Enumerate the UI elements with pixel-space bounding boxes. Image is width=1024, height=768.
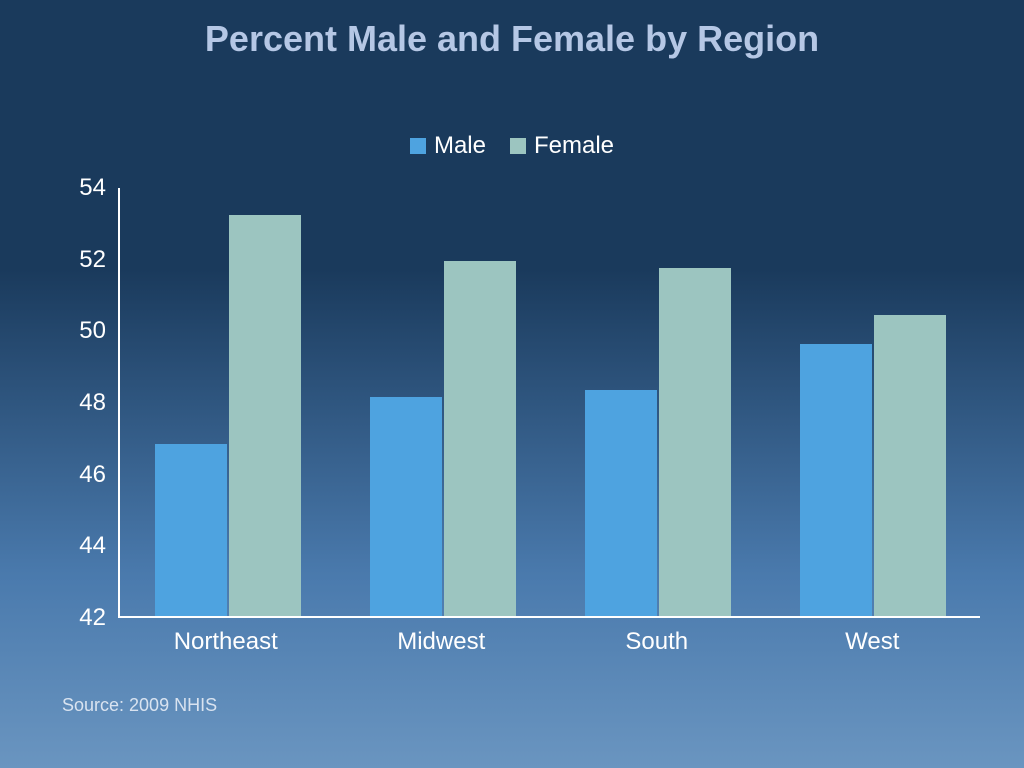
chart-area: 42444648505254 NortheastMidwestSouthWest bbox=[60, 188, 980, 658]
y-tick: 52 bbox=[79, 246, 106, 274]
y-tick: 48 bbox=[79, 389, 106, 417]
x-axis-labels: NortheastMidwestSouthWest bbox=[118, 628, 980, 656]
bar-female bbox=[229, 215, 301, 616]
bar-male bbox=[800, 344, 872, 616]
x-label: West bbox=[765, 628, 981, 656]
bar-male bbox=[155, 444, 227, 616]
legend-label: Male bbox=[434, 132, 486, 160]
bar-female bbox=[444, 261, 516, 616]
legend-swatch bbox=[410, 138, 426, 154]
x-label: Northeast bbox=[118, 628, 334, 656]
bar-group bbox=[335, 188, 550, 616]
y-tick: 42 bbox=[79, 604, 106, 632]
bar-male bbox=[370, 397, 442, 616]
legend-item-female: Female bbox=[510, 132, 614, 160]
bar-group bbox=[765, 188, 980, 616]
bar-female bbox=[659, 268, 731, 616]
y-tick: 54 bbox=[79, 174, 106, 202]
y-axis: 42444648505254 bbox=[60, 188, 118, 618]
bars-container bbox=[120, 188, 980, 616]
bar-group bbox=[120, 188, 335, 616]
y-tick: 50 bbox=[79, 317, 106, 345]
bar-male bbox=[585, 390, 657, 616]
x-label: Midwest bbox=[334, 628, 550, 656]
plot-area bbox=[118, 188, 980, 618]
y-tick: 44 bbox=[79, 532, 106, 560]
legend: Male Female bbox=[0, 132, 1024, 161]
legend-swatch bbox=[510, 138, 526, 154]
bar-female bbox=[874, 315, 946, 616]
x-label: South bbox=[549, 628, 765, 656]
bar-group bbox=[550, 188, 765, 616]
y-tick: 46 bbox=[79, 461, 106, 489]
legend-label: Female bbox=[534, 132, 614, 160]
legend-item-male: Male bbox=[410, 132, 486, 160]
chart-title: Percent Male and Female by Region bbox=[0, 0, 1024, 60]
source-text: Source: 2009 NHIS bbox=[62, 695, 217, 716]
